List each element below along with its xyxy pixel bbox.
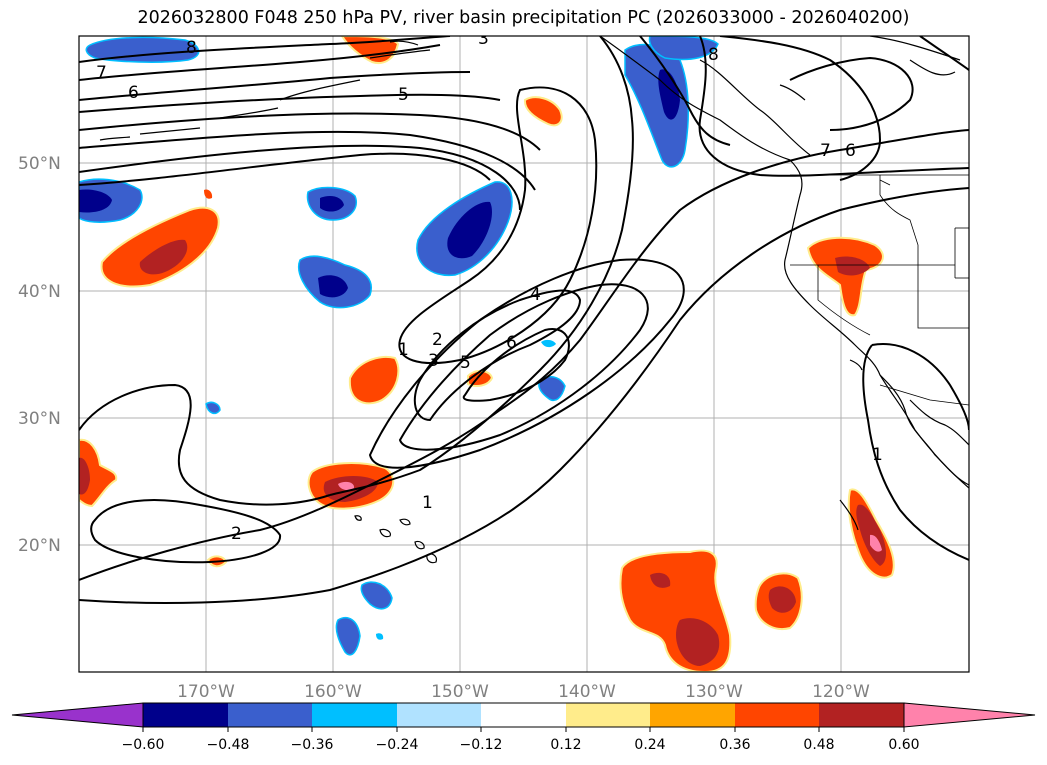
contour-label: 2 <box>432 330 443 350</box>
colorbar-segment <box>143 703 228 727</box>
colorbar-segment <box>481 703 566 727</box>
lat-label-20n: 20°N <box>18 536 61 556</box>
colorbar-segment <box>397 703 481 727</box>
latitude-labels: 50°N 40°N 30°N 20°N <box>18 154 61 556</box>
colorbar-segment <box>566 703 650 727</box>
colorbar-tick-label: −0.48 <box>207 737 250 753</box>
lon-label-140w: 140°W <box>558 682 616 702</box>
lon-label-160w: 160°W <box>304 682 362 702</box>
contour-label: 8 <box>186 38 197 58</box>
contour-label: 7 <box>96 63 107 83</box>
positive-precip-regions <box>79 36 895 672</box>
contour-label: 3 <box>478 29 489 49</box>
colorbar-tick-label: 0.36 <box>719 737 750 753</box>
contour-label: 1 <box>872 445 883 465</box>
colorbar-tick-label: −0.24 <box>376 737 419 753</box>
colorbar-tick-labels: −0.60 −0.48 −0.36 −0.24 −0.12 0.12 0.24 … <box>122 737 920 753</box>
colorbar-segment <box>819 703 904 727</box>
colorbar-tick-label: 0.24 <box>634 737 665 753</box>
longitude-labels: 170°W 160°W 150°W 140°W 130°W 120°W <box>177 682 870 702</box>
colorbar-tick-label: −0.60 <box>122 737 165 753</box>
lat-label-30n: 30°N <box>18 409 61 429</box>
contour-label: 3 <box>428 351 439 371</box>
map-frame <box>78 35 970 673</box>
contour-label: 5 <box>460 353 471 373</box>
contour-label: 6 <box>845 141 856 161</box>
colorbar-tick-label: −0.12 <box>460 737 503 753</box>
lon-label-120w: 120°W <box>812 682 870 702</box>
colorbar-extend-low <box>11 702 144 728</box>
lon-label-130w: 130°W <box>685 682 743 702</box>
contour-label: 7 <box>820 141 831 161</box>
colorbar-segment <box>650 703 735 727</box>
colorbar-segment <box>735 703 819 727</box>
contour-label: 4 <box>530 285 541 305</box>
contour-label: 8 <box>708 45 719 65</box>
colorbar-extend-high <box>903 702 1036 728</box>
lat-label-50n: 50°N <box>18 154 61 174</box>
contour-label: 6 <box>506 333 517 353</box>
colorbar-ticks <box>142 727 905 732</box>
contour-label: 1 <box>398 340 409 360</box>
pv-contours <box>79 36 969 604</box>
colorbar: −0.60 −0.48 −0.36 −0.24 −0.12 0.12 0.24 … <box>11 702 1036 753</box>
contour-label: 1 <box>422 493 433 513</box>
colorbar-tick-label: −0.36 <box>291 737 334 753</box>
lon-label-150w: 150°W <box>431 682 489 702</box>
coastlines <box>99 36 969 564</box>
colorbar-segment <box>228 703 312 727</box>
map-title: 2026032800 F048 250 hPa PV, river basin … <box>137 8 910 28</box>
colorbar-segment <box>312 703 397 727</box>
contour-label: 2 <box>231 524 242 544</box>
colorbar-tick-label: 0.12 <box>550 737 581 753</box>
colorbar-tick-label: 0.60 <box>888 737 919 753</box>
lat-label-40n: 40°N <box>18 282 61 302</box>
colorbar-tick-label: 0.48 <box>803 737 834 753</box>
negative-precip-regions <box>79 36 719 656</box>
map-panel: 8 7 6 5 3 8 7 6 4 1 2 3 5 6 1 1 2 <box>78 29 970 673</box>
lon-label-170w: 170°W <box>177 682 235 702</box>
contour-label: 5 <box>398 85 409 105</box>
pv-contour-labels: 8 7 6 5 3 8 7 6 4 1 2 3 5 6 1 1 2 <box>96 29 883 544</box>
contour-label: 6 <box>128 83 139 103</box>
